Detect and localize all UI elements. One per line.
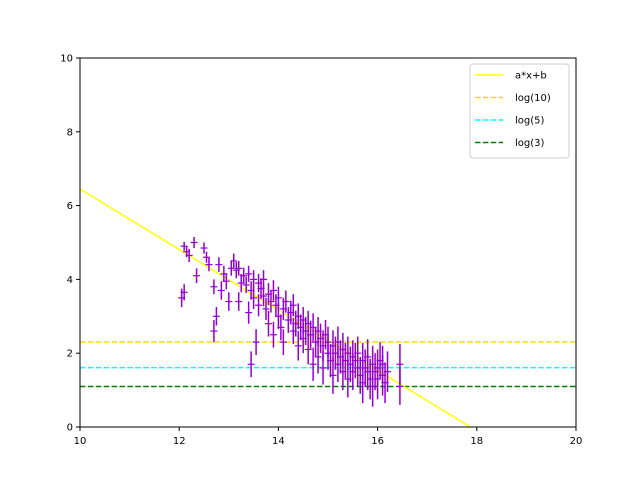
errorbar-point-24: [240, 267, 248, 284]
errorbar-point-78: [329, 356, 337, 394]
errorbar-point-27: [245, 301, 253, 324]
legend-entry: log(5): [475, 116, 545, 127]
x-axis: 10 12 14 16 18 20: [74, 427, 583, 447]
errorbar-layer: [178, 236, 404, 407]
y-tick-label: 2: [67, 349, 73, 360]
errorbar-point-16: [222, 273, 230, 290]
errorbar-point-14: [217, 281, 225, 300]
errorbar-point-1: [180, 284, 188, 301]
errorbar-point-22: [235, 292, 243, 311]
errorbar-point-7: [200, 242, 208, 254]
errorbar-point-42: [269, 280, 277, 301]
errorbar-point-30: [250, 286, 258, 309]
errorbar-point-63: [304, 334, 312, 365]
legend-label: log(5): [515, 116, 545, 127]
legend-entry: log(10): [475, 93, 551, 104]
legend-label: log(3): [515, 138, 545, 149]
y-tick-label: 10: [60, 54, 73, 65]
errorbar-point-6: [193, 268, 201, 284]
errorbar-point-4: [185, 248, 193, 263]
errorbar-point-34: [255, 294, 263, 317]
x-tick-label: 20: [570, 436, 583, 447]
legend-box: [469, 63, 570, 159]
x-tick-label: 12: [173, 436, 186, 447]
legend-entry: log(3): [475, 138, 545, 149]
y-tick-label: 6: [67, 201, 73, 212]
y-tick-label: 4: [67, 275, 73, 286]
errorbar-point-99: [364, 339, 372, 375]
errorbar-point-12: [212, 307, 220, 326]
errorbar-point-65: [309, 347, 317, 381]
legend: a*x+b log(10) log(5) log(3): [469, 63, 570, 159]
errorbar-point-21: [235, 260, 243, 276]
y-tick-label: 8: [67, 127, 73, 138]
errorbar-point-54: [289, 294, 297, 317]
x-tick-label: 10: [74, 436, 87, 447]
errorbar-point-9: [205, 257, 213, 272]
errorbar-point-69: [314, 340, 322, 374]
errorbar-point-5: [190, 236, 198, 249]
legend-entry: a*x+b: [475, 71, 547, 82]
errorbar-point-41: [267, 290, 275, 313]
errorbar-point-43: [269, 321, 277, 348]
errorbar-point-75: [324, 326, 332, 358]
errorbar-point-13: [215, 257, 223, 273]
errorbar-point-26: [245, 265, 253, 282]
errorbar-point-28: [247, 351, 255, 378]
x-tick-label: 18: [470, 436, 483, 447]
x-tick-label: 14: [272, 436, 285, 447]
errorbar-point-31: [250, 270, 258, 289]
x-tick-label: 16: [371, 436, 384, 447]
legend-label: a*x+b: [515, 71, 547, 82]
errorbar-point-38: [262, 297, 270, 320]
errorbar-point-10: [210, 279, 218, 295]
errorbar-point-19: [230, 253, 238, 269]
errorbar-point-46: [274, 286, 282, 309]
plot-frame: [79, 57, 577, 428]
errorbar-point-112: [396, 343, 404, 385]
errorbar-point-25: [242, 276, 250, 294]
legend-label: log(10): [515, 93, 551, 104]
errorbar-point-37: [260, 270, 268, 289]
plot-area: [80, 188, 576, 427]
errorbar-point-17: [225, 292, 233, 311]
y-axis: 0 2 4 6 8 10: [60, 54, 80, 434]
errorbar-point-40: [264, 310, 272, 337]
errorbar-point-49: [279, 329, 287, 356]
errorbar-point-32: [252, 329, 260, 356]
errorbar-point-72: [319, 351, 327, 385]
errorbar-point-93: [354, 336, 362, 370]
errorbar-point-50: [282, 290, 290, 313]
errorbar-point-8: [202, 251, 210, 263]
errorbar-point-47: [277, 314, 285, 341]
errorbar-point-110: [384, 351, 392, 392]
errorbar-point-11: [210, 319, 218, 343]
errorbar-point-57: [294, 331, 302, 361]
errorbar-point-36: [260, 285, 268, 307]
y-tick-label: 0: [67, 423, 73, 434]
